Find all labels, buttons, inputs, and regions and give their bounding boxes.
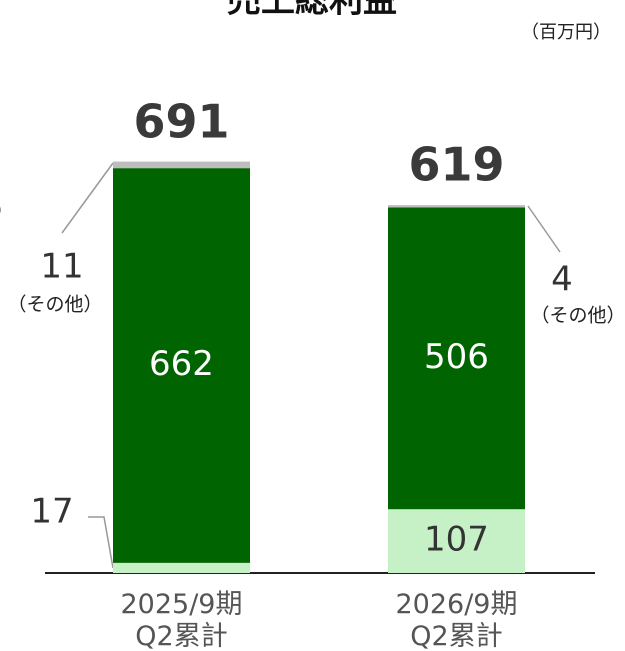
- total-label: 691: [133, 95, 229, 149]
- x-tick-line: Q2累計: [135, 621, 227, 651]
- x-tick-label: 2025/9期 Q2累計: [121, 589, 243, 651]
- bar-segment: [388, 205, 525, 208]
- chart-title: 売上総利益: [227, 0, 397, 21]
- bar-segment: [113, 168, 250, 563]
- x-tick-label: 2026/9期 Q2累計: [396, 589, 518, 651]
- value-label: 17: [30, 492, 73, 532]
- x-tick-line: 2026/9期: [396, 589, 518, 620]
- other-label-cropped: （その他）: [0, 201, 13, 222]
- x-tick-line: 2025/9期: [121, 589, 243, 620]
- value-label: 107: [424, 520, 489, 560]
- value-label: 11: [40, 247, 83, 287]
- leader-line: [527, 205, 561, 253]
- bar-segment: [388, 207, 525, 510]
- value-label: 662: [149, 344, 214, 384]
- x-tick-line: Q2累計: [410, 621, 502, 651]
- value-label: 4: [551, 260, 573, 300]
- unit-label-cropped: （百万円）: [0, 22, 3, 43]
- leader-line: [88, 516, 114, 569]
- leader-line: [61, 162, 114, 234]
- series-label: （その他）: [7, 294, 102, 316]
- total-label: 619: [408, 137, 504, 191]
- bar-segment: [113, 161, 250, 169]
- unit-label: （百万円）: [521, 22, 611, 43]
- value-label: 506: [424, 337, 489, 377]
- bar-segment: [113, 562, 250, 573]
- bar-segment: [388, 509, 525, 573]
- series-label: （その他）: [530, 305, 625, 327]
